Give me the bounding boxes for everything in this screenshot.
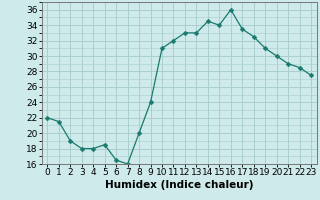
X-axis label: Humidex (Indice chaleur): Humidex (Indice chaleur): [105, 180, 253, 190]
